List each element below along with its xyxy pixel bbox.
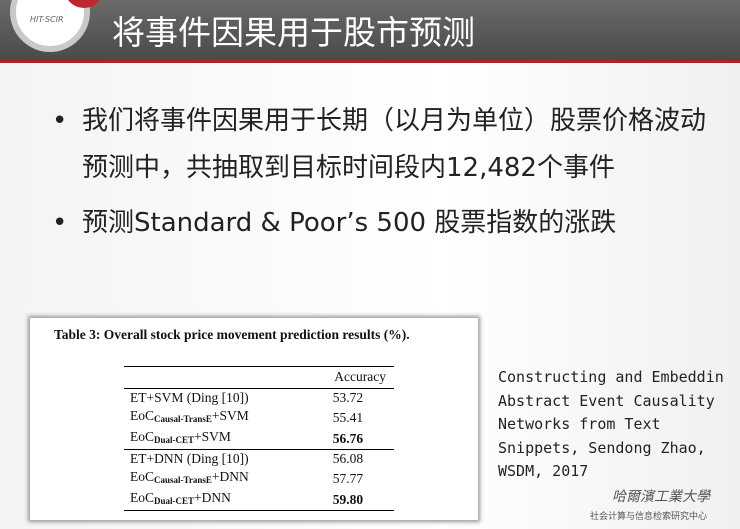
accuracy-cell: 53.72 (332, 390, 364, 405)
method-cell: EoCDual-CET+SVM (124, 428, 302, 450)
slide-title: 将事件因果用于股市预测 (112, 13, 475, 52)
table-row: ET+SVM (Ding [10]) 53.72 (124, 389, 394, 408)
method-subscript: Causal-TransE (154, 414, 212, 424)
accuracy-cell: 55.41 (332, 409, 364, 425)
table-row: EoCDual-CET+DNN 59.80 (124, 489, 394, 511)
method-text: +SVM (211, 408, 249, 423)
table-row: ET+DNN (Ding [10]) 56.08 (124, 449, 394, 469)
table-caption: Table 3: Overall stock price movement pr… (54, 327, 410, 342)
method-text: +DNN (194, 490, 231, 505)
logo-text: HIT-SCIR (30, 15, 64, 24)
table-figure: Table 3: Overall stock price movement pr… (30, 318, 478, 520)
table-row: EoCDual-CET+SVM 56.76 (124, 428, 394, 450)
university-name: 哈爾濱工業大學 (612, 489, 710, 505)
accuracy-cell: 56.76 (332, 430, 364, 446)
method-text: EoC (130, 490, 155, 505)
method-text: +DNN (211, 469, 249, 484)
method-text: ET+SVM (Ding [10]) (130, 390, 249, 405)
reference-line: Snippets, Sendong Zhao, (498, 438, 706, 457)
accuracy-cell: 57.77 (332, 470, 364, 486)
method-cell: ET+SVM (Ding [10]) (124, 389, 302, 408)
method-subscript: Dual-CET (154, 496, 195, 506)
method-text: +SVM (194, 429, 231, 444)
method-cell: EoCCausal-TransE+DNN (124, 468, 302, 489)
method-subscript: Causal-TransE (154, 475, 212, 485)
bullet: 我们将事件因果用于长期（以月为单位）股票价格波动预测中，共抽取到目标时间段内12… (50, 98, 710, 192)
method-cell: EoCDual-CET+DNN (124, 489, 302, 511)
method-subscript: Dual-CET (154, 435, 195, 445)
bullet: 预测Standard & Poor’s 500 股票指数的涨跌 (50, 200, 710, 247)
bullet-list: 我们将事件因果用于长期（以月为单位）股票价格波动预测中，共抽取到目标时间段内12… (50, 98, 710, 255)
logo (10, 0, 104, 52)
results-table: Accuracy ET+SVM (Ding [10]) 53.72 EoCCausa… (124, 366, 394, 511)
header-bar: HIT-SCIR 将事件因果用于股市预测 (0, 0, 740, 63)
reference-line: Constructing and Embeddin (498, 368, 724, 386)
method-text: ET+DNN (Ding [10]) (130, 451, 249, 466)
reference-line: WSDM, 2017 (498, 462, 589, 480)
method-cell: EoCCausal-TransE+SVM (124, 407, 302, 428)
method-cell: ET+DNN (Ding [10]) (124, 450, 302, 469)
method-text: EoC (130, 469, 155, 484)
method-text: EoC (130, 429, 155, 444)
logo-mark (64, 0, 104, 8)
column-header: Accuracy (334, 369, 386, 384)
method-text: EoC (130, 408, 155, 423)
center-name: 社会计算与信息检索研究中心 (590, 512, 708, 522)
table-row: EoCCausal-TransE+DNN 57.77 (124, 468, 394, 489)
reference: Constructing and Embeddin Abstract Event … (498, 366, 724, 484)
table-row: EoCCausal-TransE+SVM 55.41 (124, 407, 394, 428)
reference-line: Abstract Event Causality (498, 391, 715, 410)
accuracy-cell: 56.08 (332, 451, 364, 466)
accuracy-cell: 59.80 (332, 491, 364, 507)
reference-line: Networks from Text (498, 415, 661, 433)
